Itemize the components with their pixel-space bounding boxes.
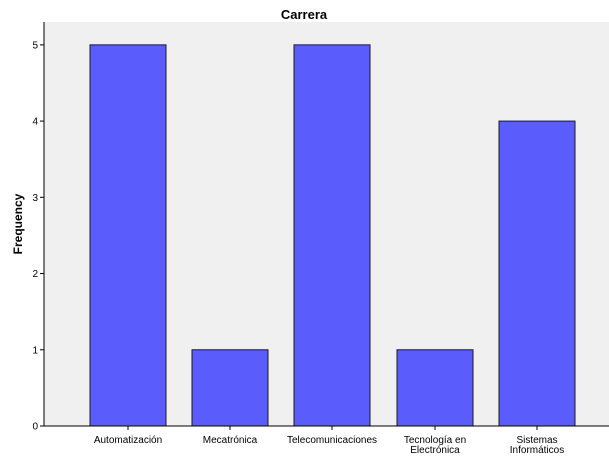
y-tick-label: 1 bbox=[32, 345, 38, 356]
bars bbox=[89, 44, 576, 427]
x-axis-ticks: Automatización Mecatrónica Telecomunicacio… bbox=[94, 426, 564, 456]
y-axis-ticks: 0 1 2 3 4 5 bbox=[32, 40, 44, 433]
bar bbox=[498, 120, 576, 427]
x-tick-label: Telecomunicaciones bbox=[287, 435, 377, 446]
y-tick-label: 2 bbox=[32, 269, 38, 280]
x-tick-label: Electrónica bbox=[410, 445, 460, 456]
y-tick-label: 0 bbox=[32, 422, 38, 433]
bar bbox=[191, 349, 269, 427]
y-tick-label: 5 bbox=[32, 40, 38, 51]
y-tick-label: 3 bbox=[32, 193, 38, 204]
x-tick-label: Automatización bbox=[94, 435, 162, 446]
x-tick-label: Informáticos bbox=[510, 445, 564, 456]
x-tick-label: Mecatrónica bbox=[203, 435, 258, 446]
y-tick-label: 4 bbox=[32, 117, 38, 128]
chart-title: Carrera bbox=[281, 7, 328, 22]
bar bbox=[293, 44, 371, 427]
x-tick-label: Tecnología en bbox=[404, 435, 466, 446]
x-tick-label: Sistemas bbox=[516, 435, 557, 446]
bar bbox=[89, 44, 167, 427]
y-axis-label: Frequency bbox=[11, 193, 25, 254]
bar bbox=[396, 349, 474, 427]
